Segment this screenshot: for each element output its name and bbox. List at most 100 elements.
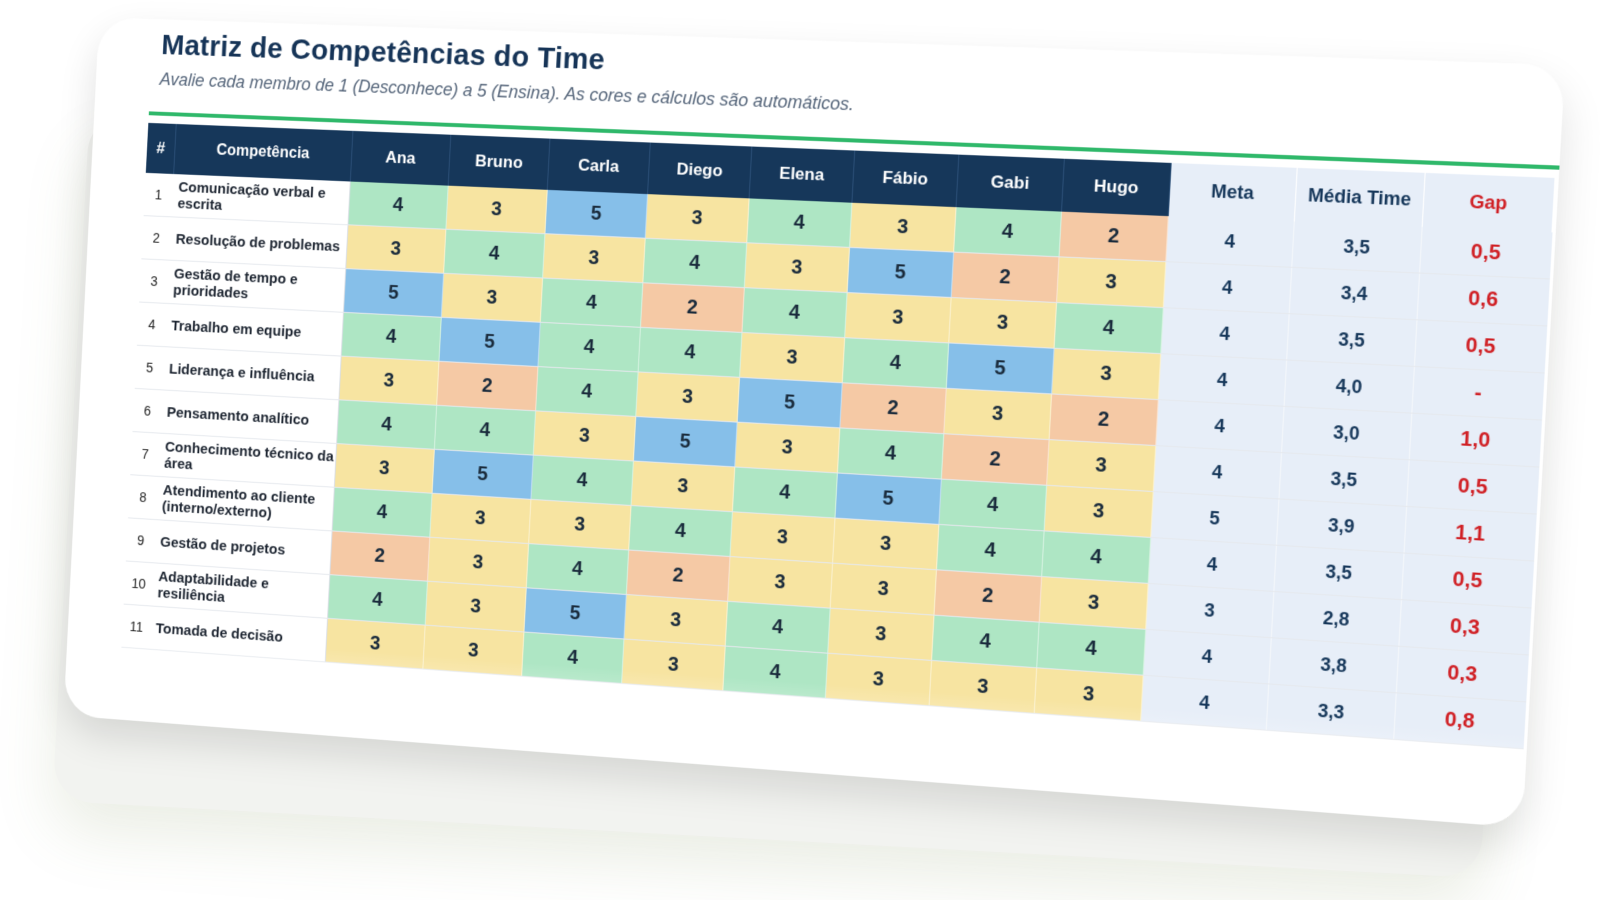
score-cell[interactable]: 3	[828, 608, 934, 660]
score-cell[interactable]: 3	[949, 298, 1057, 349]
score-cell[interactable]: 5	[737, 377, 842, 428]
meta-cell[interactable]: 4	[1156, 400, 1284, 453]
column-header-member[interactable]: Fábio	[852, 151, 959, 208]
score-cell[interactable]: 3	[728, 557, 833, 609]
score-cell[interactable]: 4	[538, 322, 641, 372]
score-cell[interactable]: 3	[1047, 440, 1156, 492]
score-cell[interactable]: 3	[624, 594, 728, 646]
score-cell[interactable]: 3	[740, 332, 845, 382]
score-cell[interactable]: 4	[522, 632, 624, 683]
score-cell[interactable]: 4	[434, 405, 535, 455]
score-cell[interactable]: 3	[833, 518, 939, 570]
gap-cell[interactable]: -	[1412, 366, 1544, 420]
score-cell[interactable]: 3	[427, 537, 528, 588]
score-cell[interactable]: 5	[524, 588, 626, 639]
score-cell[interactable]: 3	[1044, 485, 1153, 537]
score-cell[interactable]: 4	[444, 229, 545, 278]
score-cell[interactable]: 3	[622, 639, 726, 691]
score-cell[interactable]: 3	[529, 499, 631, 550]
score-cell[interactable]: 4	[643, 238, 747, 287]
score-cell[interactable]: 4	[1054, 303, 1163, 354]
score-cell[interactable]: 4	[638, 327, 742, 377]
score-cell[interactable]: 3	[425, 581, 526, 632]
meta-cell[interactable]: 4	[1161, 308, 1289, 360]
score-cell[interactable]: 2	[951, 252, 1059, 302]
score-cell[interactable]: 3	[830, 563, 936, 615]
gap-cell[interactable]: 0,5	[1407, 460, 1539, 514]
media-cell[interactable]: 3,5	[1287, 314, 1417, 367]
score-cell[interactable]: 5	[847, 247, 954, 297]
score-cell[interactable]: 3	[325, 618, 425, 669]
meta-cell[interactable]: 4	[1153, 446, 1281, 499]
meta-cell[interactable]: 4	[1158, 354, 1286, 407]
score-cell[interactable]: 3	[346, 225, 446, 273]
score-cell[interactable]: 5	[946, 343, 1054, 394]
gap-cell[interactable]: 0,5	[1401, 553, 1533, 608]
score-cell[interactable]: 4	[939, 479, 1047, 531]
score-cell[interactable]: 4	[531, 455, 633, 505]
score-cell[interactable]: 3	[744, 243, 849, 293]
score-cell[interactable]: 3	[730, 512, 835, 563]
meta-cell[interactable]: 4	[1141, 675, 1269, 730]
score-cell[interactable]: 4	[1042, 531, 1151, 583]
column-header-competency[interactable]: Competência	[174, 124, 353, 182]
gap-cell[interactable]: 1,1	[1404, 506, 1536, 561]
score-cell[interactable]: 4	[725, 601, 830, 653]
column-header-member[interactable]: Ana	[350, 131, 451, 186]
gap-cell[interactable]: 0,6	[1417, 273, 1549, 326]
score-cell[interactable]: 5	[343, 269, 443, 318]
gap-cell[interactable]: 1,0	[1409, 413, 1541, 467]
meta-cell[interactable]: 5	[1151, 492, 1279, 546]
score-cell[interactable]: 3	[845, 293, 951, 343]
meta-cell[interactable]: 4	[1166, 216, 1294, 267]
column-header-member[interactable]: Elena	[749, 147, 855, 203]
score-cell[interactable]: 3	[636, 372, 740, 422]
column-header-member[interactable]: Bruno	[448, 135, 550, 190]
gap-cell[interactable]: 0,5	[1414, 320, 1546, 373]
media-cell[interactable]: 3,0	[1282, 406, 1412, 459]
media-cell[interactable]: 3,5	[1279, 453, 1409, 507]
score-cell[interactable]: 2	[1049, 394, 1158, 446]
score-cell[interactable]: 4	[936, 524, 1044, 576]
media-cell[interactable]: 3,5	[1292, 221, 1422, 273]
score-cell[interactable]: 4	[954, 207, 1062, 257]
score-cell[interactable]: 2	[330, 531, 430, 581]
score-cell[interactable]: 2	[640, 283, 744, 333]
score-cell[interactable]: 3	[423, 625, 524, 676]
score-cell[interactable]: 4	[747, 198, 852, 247]
score-cell[interactable]: 2	[437, 361, 538, 411]
score-cell[interactable]: 5	[439, 317, 540, 366]
score-cell[interactable]: 4	[341, 312, 441, 361]
meta-cell[interactable]: 4	[1148, 537, 1276, 591]
score-cell[interactable]: 4	[842, 338, 948, 389]
score-cell[interactable]: 3	[929, 660, 1037, 713]
column-header-meta[interactable]: Meta	[1168, 163, 1297, 222]
score-cell[interactable]: 4	[348, 182, 448, 230]
score-cell[interactable]: 4	[629, 505, 733, 556]
score-cell[interactable]: 2	[941, 434, 1049, 486]
score-cell[interactable]: 3	[1057, 257, 1166, 308]
column-header-gap[interactable]: Gap	[1422, 173, 1555, 232]
column-header-member[interactable]: Diego	[648, 143, 752, 199]
media-cell[interactable]: 3,4	[1289, 267, 1419, 319]
score-cell[interactable]: 3	[944, 388, 1052, 439]
column-header-media[interactable]: Média Time	[1294, 168, 1425, 227]
score-cell[interactable]: 3	[339, 356, 439, 405]
score-cell[interactable]: 3	[631, 461, 735, 512]
media-cell[interactable]: 3,5	[1274, 545, 1404, 599]
score-cell[interactable]: 4	[328, 575, 428, 625]
score-cell[interactable]: 4	[723, 646, 828, 698]
score-cell[interactable]: 3	[543, 234, 646, 283]
score-cell[interactable]: 3	[533, 411, 635, 461]
score-cell[interactable]: 4	[837, 428, 943, 479]
score-cell[interactable]: 4	[1037, 622, 1146, 675]
media-cell[interactable]: 3,3	[1266, 684, 1396, 739]
score-cell[interactable]: 3	[446, 186, 547, 234]
column-header-member[interactable]: Gabi	[956, 155, 1064, 212]
score-cell[interactable]: 3	[1052, 348, 1161, 399]
score-cell[interactable]: 4	[742, 288, 847, 338]
score-cell[interactable]: 3	[334, 444, 434, 494]
score-cell[interactable]: 3	[735, 422, 840, 473]
score-cell[interactable]: 4	[932, 615, 1040, 668]
meta-cell[interactable]: 3	[1146, 583, 1274, 637]
